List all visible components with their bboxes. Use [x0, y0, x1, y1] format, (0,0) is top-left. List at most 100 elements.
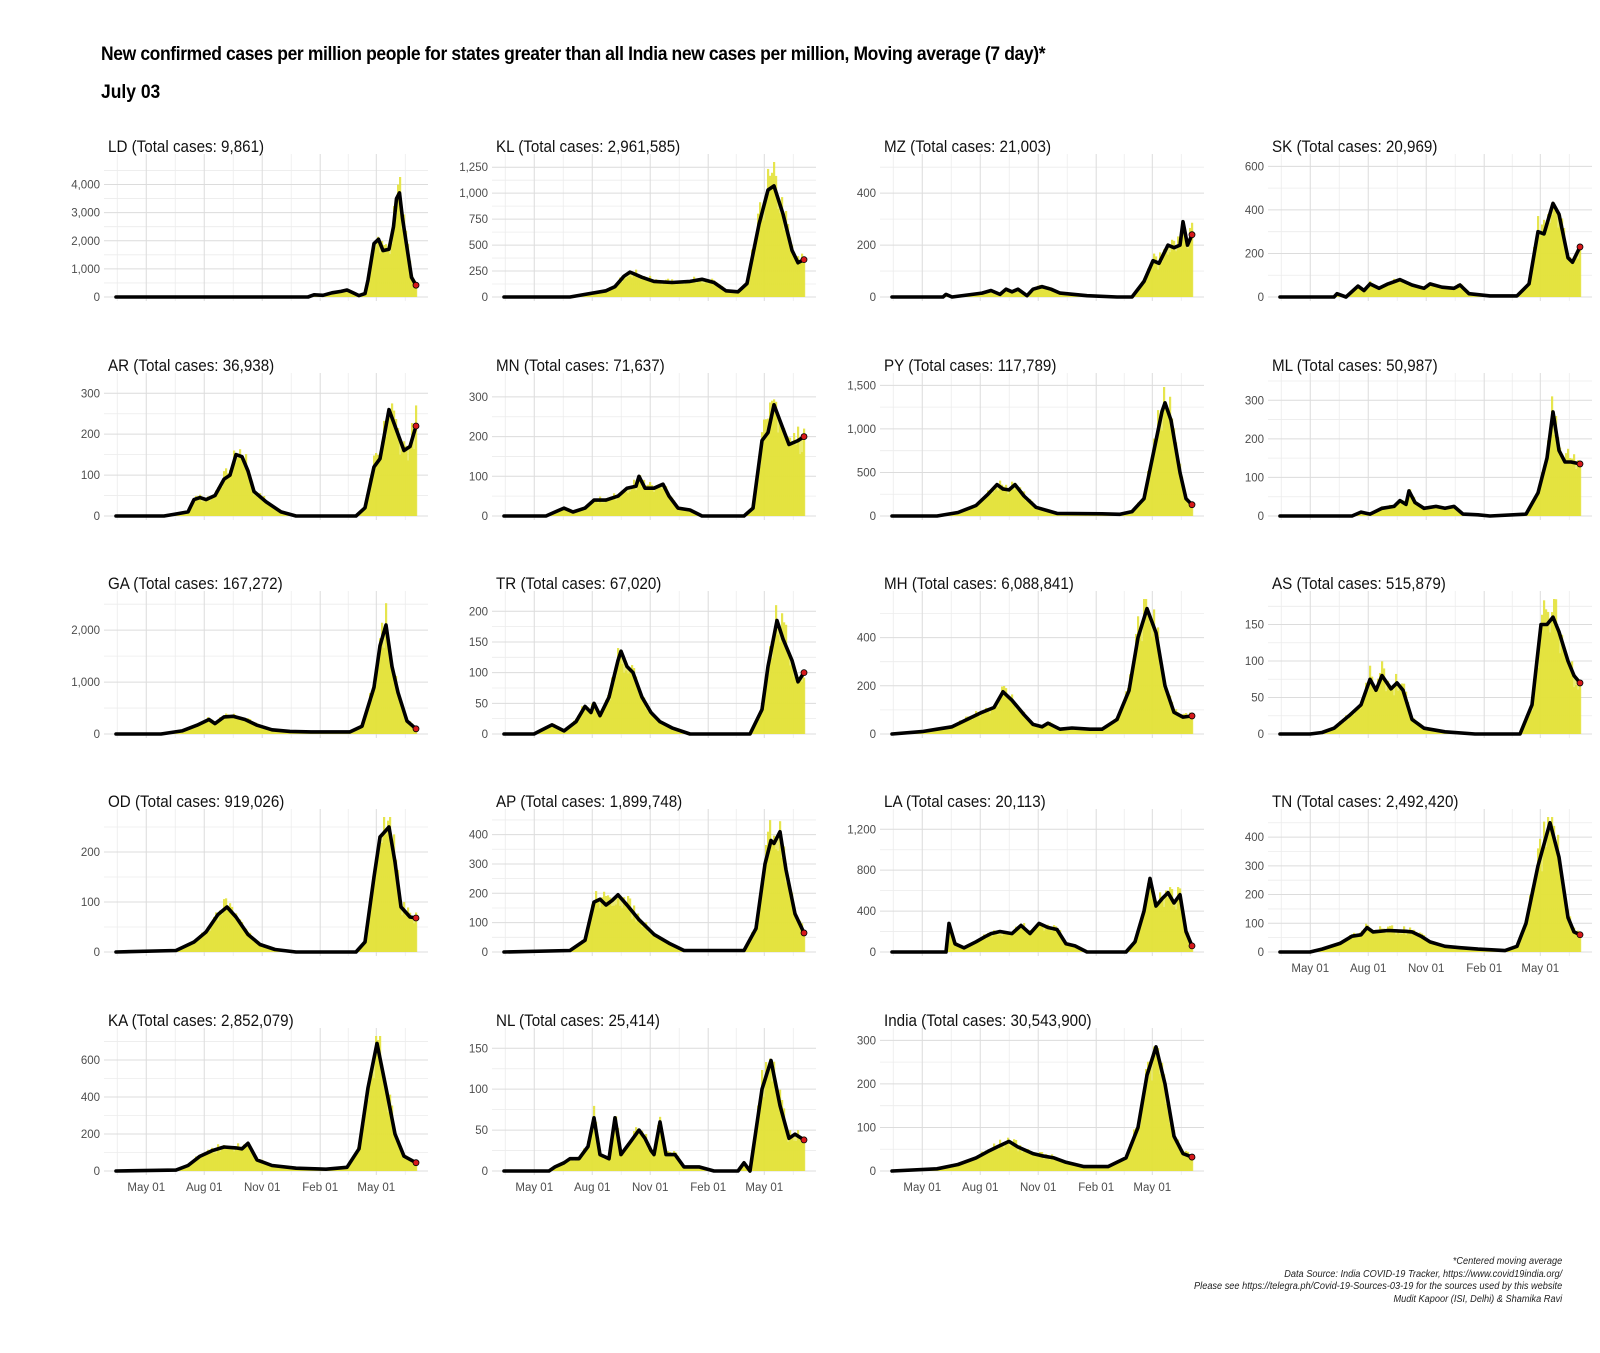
facet-panel-la: LA (Total cases: 20,113) 0 400 800 1,200 — [836, 793, 1206, 1003]
y-tick-label: 0 — [870, 511, 876, 523]
y-tick-label: 0 — [1258, 511, 1264, 523]
x-tick-label: Feb 01 — [1078, 1182, 1114, 1194]
panel-title: GA (Total cases: 167,272) — [108, 575, 283, 593]
y-tick-label: 200 — [81, 1129, 100, 1141]
x-tick-label: Aug 01 — [574, 1182, 610, 1194]
y-tick-label: 0 — [94, 729, 100, 741]
y-tick-label: 800 — [857, 865, 876, 877]
moving-average-line — [1278, 820, 1582, 954]
y-tick-label: 0 — [94, 292, 100, 304]
y-tick-label: 3,000 — [71, 208, 100, 220]
y-tick-label: 100 — [469, 918, 488, 930]
y-tick-label: 0 — [482, 729, 488, 741]
panel-plot: 0 200 400 — [857, 154, 1204, 304]
y-tick-label: 0 — [870, 1166, 876, 1178]
y-tick-label: 200 — [857, 240, 876, 252]
facet-panel-ld: LD (Total cases: 9,861) 0 1,000 2,000 3,000 4… — [60, 138, 430, 348]
latest-point — [412, 914, 420, 922]
latest-point — [1188, 231, 1196, 239]
latest-point — [412, 281, 420, 289]
panel-title: AS (Total cases: 515,879) — [1272, 575, 1446, 593]
x-tick-label: Aug 01 — [1350, 963, 1386, 975]
y-tick-label: 0 — [870, 947, 876, 959]
panel-title: MZ (Total cases: 21,003) — [884, 138, 1052, 156]
y-tick-label: 300 — [469, 859, 488, 871]
y-tick-label: 400 — [1245, 205, 1264, 217]
daily-bar — [415, 912, 418, 952]
area-fill — [116, 192, 416, 297]
y-tick-label: 100 — [857, 1122, 876, 1134]
facet-panel-ml: ML (Total cases: 50,987) 0 100 200 300 — [1224, 357, 1594, 567]
daily-bar — [803, 677, 806, 734]
moving-average-line — [114, 1041, 418, 1173]
y-tick-label: 750 — [469, 214, 488, 226]
daily-bar — [1191, 1154, 1194, 1171]
y-tick-label: 200 — [1245, 434, 1264, 446]
x-tick-label: Nov 01 — [632, 1182, 668, 1194]
facet-panel-mh: MH (Total cases: 6,088,841) 0 200 400 — [836, 575, 1206, 785]
area-fill — [116, 827, 416, 952]
latest-point — [1576, 679, 1584, 687]
y-tick-label: 0 — [482, 292, 488, 304]
panel-title: TR (Total cases: 67,020) — [496, 575, 662, 593]
panel-title: TN (Total cases: 2,492,420) — [1272, 793, 1459, 811]
facet-panel-mn: MN (Total cases: 71,637) 0 100 200 300 — [448, 357, 818, 567]
y-tick-label: 1,200 — [847, 824, 876, 836]
area-fill — [892, 1046, 1192, 1171]
latest-point — [800, 256, 808, 264]
y-tick-label: 100 — [469, 1084, 488, 1096]
moving-average-line — [502, 403, 806, 518]
area-fill — [892, 878, 1192, 952]
y-tick-label: 0 — [1258, 292, 1264, 304]
panel-title: MH (Total cases: 6,088,841) — [884, 575, 1074, 593]
moving-average-line — [114, 191, 418, 299]
y-tick-label: 1,000 — [71, 264, 100, 276]
moving-average-line — [114, 825, 418, 954]
panel-title: India (Total cases: 30,543,900) — [884, 1012, 1092, 1030]
daily-bar — [803, 1136, 806, 1171]
facet-panel-ap: AP (Total cases: 1,899,748) 0 100 200 300 400 — [448, 793, 818, 1003]
y-tick-label: 250 — [469, 266, 488, 278]
x-tick-label: May 01 — [127, 1182, 165, 1194]
caption-line: Mudit Kapoor (ISI, Delhi) & Shamika Ravi — [1393, 1293, 1562, 1305]
facet-panel-ar: AR (Total cases: 36,938) 0 100 200 300 — [60, 357, 430, 567]
y-tick-label: 300 — [857, 1035, 876, 1047]
y-tick-label: 200 — [469, 606, 488, 618]
latest-point — [1576, 931, 1584, 939]
daily-bar — [1191, 505, 1194, 516]
x-tick-label: May 01 — [1521, 963, 1559, 975]
y-tick-label: 0 — [870, 729, 876, 741]
area-fill — [504, 185, 804, 297]
area-fill — [892, 608, 1192, 734]
y-tick-label: 150 — [1245, 620, 1264, 632]
y-tick-label: 200 — [1245, 248, 1264, 260]
y-tick-label: 1,000 — [847, 424, 876, 436]
x-tick-label: Nov 01 — [1408, 963, 1444, 975]
panel-title: ML (Total cases: 50,987) — [1272, 357, 1438, 375]
y-tick-label: 0 — [94, 1166, 100, 1178]
y-tick-label: 100 — [81, 897, 100, 909]
facet-panel-tn: TN (Total cases: 2,492,420) 0 100 200 300 400… — [1224, 793, 1594, 1003]
y-tick-label: 500 — [469, 240, 488, 252]
y-tick-label: 300 — [469, 392, 488, 404]
y-tick-label: 0 — [870, 292, 876, 304]
moving-average-line — [502, 829, 806, 954]
y-tick-label: 150 — [469, 1043, 488, 1055]
moving-average-line — [890, 1045, 1194, 1173]
y-tick-label: 0 — [482, 511, 488, 523]
y-tick-label: 4,000 — [71, 180, 100, 192]
y-tick-label: 400 — [81, 1092, 100, 1104]
x-tick-label: May 01 — [1291, 963, 1329, 975]
caption-line: Data Source: India COVID-19 Tracker, htt… — [1283, 1268, 1562, 1280]
x-tick-label: Aug 01 — [186, 1182, 222, 1194]
y-tick-label: 600 — [81, 1055, 100, 1067]
area-fill — [504, 404, 804, 516]
moving-average-line — [502, 1058, 806, 1173]
daily-bar — [1579, 248, 1582, 297]
y-tick-label: 200 — [81, 847, 100, 859]
latest-point — [800, 433, 808, 440]
panel-plot: 0 100 200 300 400 — [469, 809, 816, 959]
y-tick-label: 600 — [1245, 161, 1264, 173]
x-tick-label: May 01 — [1133, 1182, 1171, 1194]
daily-bar — [803, 428, 806, 516]
